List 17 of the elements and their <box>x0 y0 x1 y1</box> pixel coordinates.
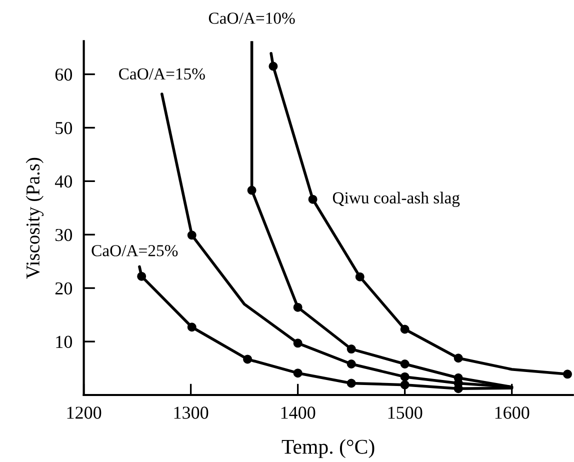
y-axis-title: Viscosity (Pa.s) <box>26 158 44 279</box>
x-tick-label: 1500 <box>388 406 422 419</box>
annotation: Qiwu coal-ash slag <box>332 192 460 207</box>
y-tick-label: 60 <box>55 68 72 81</box>
x-tick-label: 1400 <box>281 406 316 419</box>
annotation: CaO/A=10% <box>208 12 295 24</box>
y-tick-label: 50 <box>56 122 72 134</box>
y-tick-label: 10 <box>56 336 72 348</box>
annotation: CaO/A=15% <box>119 68 205 80</box>
y-tick-label: 30 <box>56 228 72 242</box>
annotation: CaO/A=25% <box>92 245 178 256</box>
x-axis-title: Temp. (°C) <box>282 439 374 458</box>
x-tick-label: 1600 <box>495 406 530 419</box>
y-tick-label: 20 <box>55 282 72 295</box>
y-tick-label: 40 <box>54 175 72 188</box>
x-tick-label: 1200 <box>67 406 102 419</box>
x-tick-label: 1300 <box>174 406 208 419</box>
